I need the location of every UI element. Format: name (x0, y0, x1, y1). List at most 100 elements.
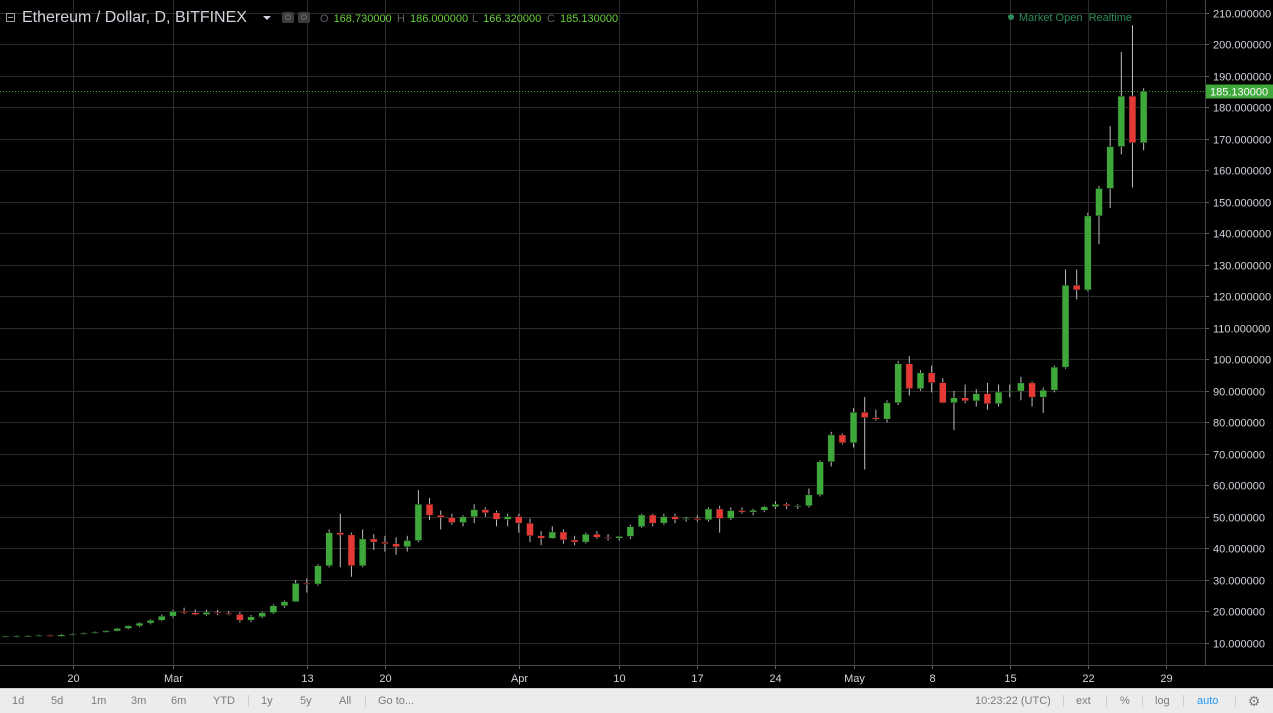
range-1m[interactable]: 1m (91, 695, 107, 707)
candle-body (459, 516, 467, 523)
candle-body (325, 532, 333, 566)
candle-body (782, 504, 791, 507)
close-label: C (547, 13, 555, 25)
candle-body (113, 628, 121, 632)
y-tick-label: 100.000000 (1213, 355, 1271, 367)
range-5y[interactable]: 5y (300, 695, 312, 707)
range-1d[interactable]: 1d (12, 695, 25, 707)
candle-body (983, 393, 992, 404)
range-6m[interactable]: 6m (171, 695, 187, 707)
candle-body (559, 531, 568, 541)
y-tick-label: 80.000000 (1213, 418, 1265, 430)
range-ytd[interactable]: YTD (213, 695, 235, 707)
x-tick-label: 17 (691, 673, 703, 685)
y-tick-label: 70.000000 (1213, 450, 1265, 462)
candle-body (682, 518, 690, 520)
candle-body (24, 635, 32, 637)
caret-down-icon[interactable] (263, 16, 271, 20)
candle-body (905, 363, 914, 389)
candle-body (883, 402, 891, 420)
candle-body (180, 611, 188, 613)
candle-body (135, 622, 144, 627)
y-tick-label: 170.000000 (1213, 135, 1271, 147)
x-tick-label: 29 (1160, 673, 1172, 685)
candle-body (526, 522, 534, 537)
candle-body (191, 612, 199, 615)
divider (1142, 695, 1143, 707)
candle-body (827, 434, 835, 462)
x-tick-label: 20 (379, 673, 391, 685)
ohlc-low: L 166.320000 (472, 13, 541, 25)
candle-body (894, 363, 902, 404)
collapse-icon[interactable] (6, 13, 15, 22)
candle-body (503, 516, 512, 520)
candle-body (727, 510, 735, 519)
y-tick-label: 140.000000 (1213, 229, 1271, 241)
candle-body (213, 612, 222, 614)
y-tick-label: 90.000000 (1213, 387, 1265, 399)
candle-body (1106, 146, 1114, 189)
candle-body (693, 518, 702, 520)
candle-body (437, 515, 445, 518)
candle-body (704, 508, 713, 520)
candle-body (202, 612, 211, 615)
gear-icon[interactable]: ⚙ (1247, 693, 1261, 709)
candle-body (626, 526, 635, 537)
candle-body (515, 516, 523, 524)
candle-body (124, 625, 133, 629)
log-toggle[interactable]: log (1155, 695, 1170, 707)
percent-toggle[interactable]: % (1120, 695, 1130, 707)
auto-scale-toggle[interactable]: auto (1197, 695, 1219, 707)
realtime-label: Realtime (1088, 12, 1132, 24)
settings-icon[interactable] (298, 12, 310, 23)
y-tick-label: 200.000000 (1213, 40, 1271, 52)
indicator-icon[interactable] (282, 12, 294, 23)
candle-body (57, 634, 66, 637)
candle-body (570, 539, 579, 543)
x-tick-label: 24 (769, 673, 781, 685)
go-to-date-button[interactable]: Go to... (378, 695, 415, 707)
candle-body (1072, 284, 1081, 291)
symbol-title[interactable]: Ethereum / Dollar, D, BITFINEX (22, 9, 247, 26)
candle-body (838, 434, 847, 444)
candle-body (358, 538, 367, 566)
y-tick-label: 40.000000 (1213, 544, 1265, 556)
candle-body (158, 615, 166, 621)
candle-body (660, 516, 668, 524)
candle-body (849, 411, 858, 444)
candle-body (381, 541, 389, 544)
candle-body (760, 506, 768, 511)
candle-body (1050, 366, 1059, 391)
clock-readout[interactable]: 10:23:22 (UTC) (975, 695, 1051, 707)
candle-body (548, 531, 557, 539)
range-5d[interactable]: 5d (51, 695, 64, 707)
ext-toggle[interactable]: ext (1076, 695, 1091, 707)
x-tick-label: May (844, 673, 865, 685)
candle-body (470, 509, 478, 518)
high-label: H (397, 13, 405, 25)
candle-body (1039, 389, 1047, 398)
candle-body (247, 616, 255, 621)
candle-body (872, 417, 880, 420)
y-tick-label: 190.000000 (1213, 72, 1271, 84)
range-all[interactable]: All (339, 695, 352, 707)
candle-body (1128, 95, 1137, 144)
y-tick-label: 150.000000 (1213, 198, 1271, 210)
y-tick-label: 120.000000 (1213, 292, 1271, 304)
candle-body (46, 635, 54, 637)
candle-body (13, 635, 21, 638)
candle-body (648, 514, 657, 524)
candle-body (994, 391, 1003, 404)
low-value: 166.320000 (483, 13, 542, 25)
range-3m[interactable]: 3m (131, 695, 147, 707)
y-tick-label: 130.000000 (1213, 261, 1271, 273)
y-tick-label: 60.000000 (1213, 481, 1265, 493)
candle-body (269, 605, 278, 613)
candle-body (414, 504, 423, 541)
candle-body (615, 536, 623, 539)
range-1y[interactable]: 1y (261, 695, 273, 707)
candle-body (860, 411, 869, 418)
candle-body (492, 512, 501, 520)
price-chart[interactable]: 10.000000 20.000000 30.000000 40.000000 50.0… (0, 0, 1273, 688)
candle-body (79, 632, 88, 635)
